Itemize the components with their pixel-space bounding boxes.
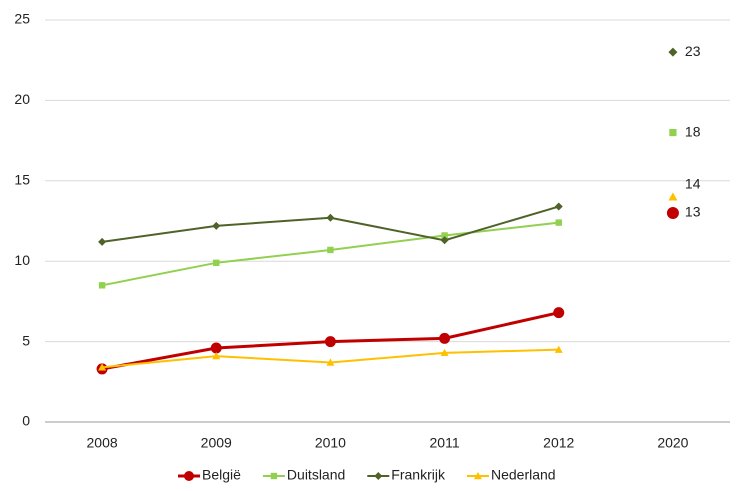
x-tick-label: 2011 (430, 435, 460, 451)
data-label: 14 (685, 176, 701, 192)
marker (98, 282, 106, 289)
marker (212, 352, 221, 360)
data-label: 13 (685, 204, 701, 220)
marker (669, 128, 677, 137)
series-line (101, 205, 560, 243)
legend-marker (473, 472, 482, 480)
marker (326, 358, 335, 366)
marker (441, 232, 448, 239)
data-label: 23 (685, 43, 701, 59)
y-tick-label: 0 (22, 413, 30, 429)
marker (554, 202, 563, 211)
x-tick-label: 2010 (315, 435, 346, 451)
legend-label: Nederland (491, 467, 556, 483)
marker (439, 332, 451, 344)
legend-label: België (202, 467, 241, 483)
legend-marker (184, 471, 194, 481)
x-tick-label: 2020 (657, 435, 688, 451)
marker (554, 345, 563, 353)
marker (440, 348, 449, 357)
marker (668, 47, 678, 57)
x-tick-label: 2008 (87, 435, 118, 451)
marker (212, 221, 221, 230)
x-tick-label: 2009 (201, 435, 232, 451)
data-label: 18 (685, 123, 701, 139)
marker (668, 192, 678, 201)
y-tick-label: 5 (22, 332, 30, 348)
marker (555, 219, 562, 226)
marker (553, 307, 565, 319)
marker (98, 237, 107, 246)
x-tick-label: 2012 (543, 435, 574, 451)
legend-label: Duitsland (287, 467, 345, 483)
marker (440, 236, 449, 245)
marker (213, 259, 220, 267)
y-tick-label: 15 (14, 172, 30, 188)
y-tick-label: 10 (14, 252, 30, 268)
marker (210, 342, 222, 354)
y-tick-label: 20 (14, 91, 30, 107)
y-tick-label: 25 (14, 11, 30, 27)
marker (98, 363, 107, 371)
marker (324, 336, 336, 348)
legend-marker (374, 472, 383, 480)
legend-label: Frankrijk (391, 467, 446, 483)
legend-marker (270, 472, 278, 480)
marker (666, 206, 679, 219)
marker (327, 246, 334, 254)
marker (326, 213, 335, 222)
